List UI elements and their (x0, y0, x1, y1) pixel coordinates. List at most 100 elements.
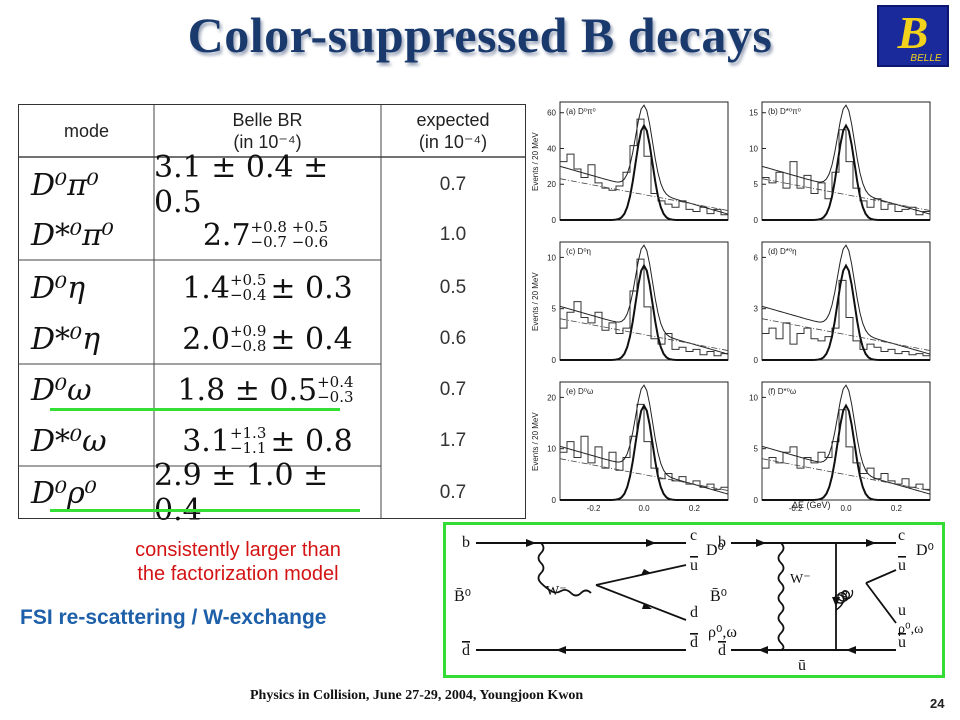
total-fit-curve (559, 244, 729, 355)
br-sup: +0.9 (229, 322, 267, 340)
total-fit-curve (761, 244, 931, 355)
y-tick-label: 10 (547, 445, 556, 454)
background-curve (559, 318, 729, 351)
y-tick-label: 5 (754, 180, 759, 189)
page-number: 24 (930, 696, 945, 711)
panel-label: (d) D*⁰η (768, 247, 797, 256)
expected-cell: 1.7 (439, 430, 467, 451)
quark-u: u (898, 602, 906, 619)
slide-footer: Physics in Collision, June 27-29, 2004, … (250, 688, 584, 703)
histogram (559, 258, 729, 360)
header-mode: mode (63, 121, 110, 141)
br-main: 1.4 (182, 270, 230, 306)
header-expected-line2: (in 10⁻⁴) (418, 132, 488, 152)
y-axis-label: Events / 20 MeV (531, 272, 540, 331)
w-boson-label: W⁻ (546, 584, 567, 599)
y-tick-label: 0 (754, 496, 759, 505)
br-cell: 1.4 +0.5 −0.4 ± 0.3 (154, 263, 381, 313)
br-tail: ± 0.3 (270, 270, 353, 306)
panel-label: (e) D⁰ω (566, 387, 593, 396)
quark-d: d (690, 604, 698, 621)
y-tick-label: 0 (552, 496, 557, 505)
br-cell: 2.7 +0.8 +0.5 −0.7 −0.6 (154, 211, 381, 259)
b-meson-label: B̄⁰ (454, 588, 471, 605)
y-tick-label: 10 (547, 253, 556, 262)
quark-dbar-right: d (690, 634, 698, 651)
br-main: 2.7 (202, 217, 251, 253)
header-belle-br: Belle BR (in 10⁻⁴) (154, 105, 381, 157)
br-cell: 3.1 ± 0.4 ± 0.5 (154, 150, 381, 220)
background-curve (559, 178, 729, 211)
consistency-note-line1: consistently larger than (135, 539, 341, 561)
svg-text:BELLE: BELLE (910, 53, 941, 64)
signal-curve (560, 263, 728, 361)
y-tick-label: 6 (754, 253, 759, 262)
y-axis-label: Events / 20 MeV (531, 412, 540, 471)
quark-ubar-2: u (898, 634, 906, 651)
panel-label: (b) D*⁰π⁰ (768, 107, 801, 116)
br-main: 3.1 (182, 423, 230, 459)
branching-ratio-table: mode Belle BR (in 10⁻⁴) expected (in 10⁻… (18, 104, 526, 528)
y-tick-label: 5 (552, 305, 557, 314)
br-uncertainty: +1.3 −1.1 (230, 426, 266, 456)
br-uncertainty: +0.5 −0.4 (230, 273, 266, 303)
expected-cell: 0.7 (439, 379, 467, 400)
x-tick-label: -0.2 (789, 504, 803, 512)
d-meson-label: D⁰ (706, 542, 724, 559)
rho-omega-label: ρ⁰,ω (898, 622, 923, 637)
expected-cell: 0.6 (439, 328, 467, 349)
consistency-note-line2: the factorization model (137, 563, 339, 585)
br-cell: 2.9 ± 1.0 ± 0.4 (154, 458, 381, 528)
y-tick-label: 3 (754, 305, 759, 314)
y-tick-label: 40 (547, 144, 556, 153)
signal-curve (560, 403, 728, 501)
mode-cell: D⁰π⁰ (31, 167, 99, 203)
histogram (559, 118, 729, 220)
gluon-label: g (842, 586, 848, 600)
y-tick-label: 20 (547, 180, 556, 189)
br-sub: −0.4 (229, 286, 267, 304)
mode-cell: D⁰η (31, 270, 86, 306)
br-cell: 3.1 +1.3 −1.1 ± 0.8 (154, 417, 381, 465)
total-fit-curve (559, 104, 729, 215)
w-boson-label: W⁻ (790, 572, 811, 587)
x-tick-label: 0.2 (689, 504, 701, 512)
br-sup: +1.3 (229, 424, 267, 442)
expected-cell: 0.7 (439, 482, 467, 503)
fsi-note: FSI re-scattering / W-exchange (20, 606, 327, 629)
header-expected-line1: expected (416, 110, 490, 130)
quark-dbar: d (718, 642, 726, 659)
y-tick-label: 10 (749, 393, 758, 402)
panel-label: (c) D⁰η (566, 247, 591, 256)
y-tick-label: 20 (547, 393, 556, 402)
quark-ubar: u (898, 557, 906, 574)
belle-logo: B BELLE (876, 4, 950, 68)
background-curve (559, 458, 729, 491)
histogram (761, 129, 931, 220)
panel-label: (a) D⁰π⁰ (566, 107, 596, 116)
feynman-diagrams: b c u d d d B̄⁰ W⁻ D⁰ ρ⁰,ω b c (443, 522, 945, 678)
br-sup: +0.4 (317, 373, 354, 391)
x-tick-label: 0.2 (891, 504, 903, 512)
x-tick-label: 0.0 (840, 504, 852, 512)
mode-cell: D*⁰ω (31, 423, 107, 459)
header-expected: expected (in 10⁻⁴) (381, 105, 525, 157)
x-tick-label: -0.2 (587, 504, 601, 512)
quark-ubar: u (690, 557, 698, 574)
total-fit-curve (761, 384, 931, 495)
y-tick-label: 0 (552, 356, 557, 365)
br-sup: +0.8 +0.5 (250, 218, 329, 236)
y-tick-label: 60 (547, 109, 556, 118)
br-main: 1.8 ± 0.5 (177, 372, 318, 408)
d-meson-label: D⁰ (916, 542, 934, 559)
br-uncertainty: +0.8 +0.5 −0.7 −0.6 (251, 220, 329, 250)
quark-b: b (718, 534, 726, 551)
histogram (761, 279, 931, 360)
br-main: 2.0 (182, 321, 230, 357)
expected-cell: 1.0 (439, 224, 467, 245)
y-tick-label: 0 (754, 216, 759, 225)
feynman-left: b c u d d d B̄⁰ W⁻ D⁰ ρ⁰,ω (454, 527, 737, 659)
b-meson-label: B̄⁰ (710, 588, 727, 605)
signal-curve (762, 403, 930, 501)
br-sub: −0.3 (317, 388, 354, 406)
